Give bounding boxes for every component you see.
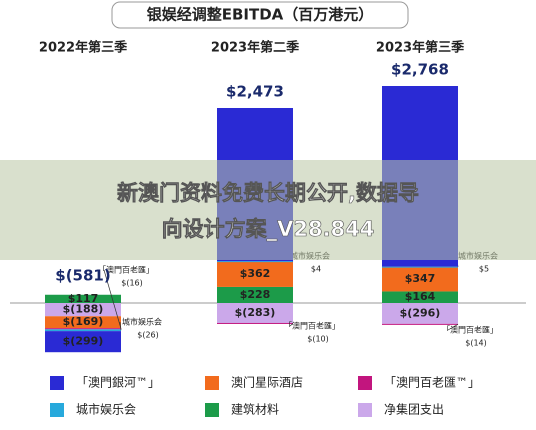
segment-label: $362 [240, 267, 271, 280]
callout-value: $(26) [137, 331, 159, 340]
bar-segment [382, 266, 458, 292]
callout-line [103, 269, 122, 329]
bar-segment [382, 303, 458, 324]
segment-label: $228 [240, 288, 271, 301]
total-label: $2,473 [226, 82, 284, 100]
bar-segment [45, 316, 121, 329]
category-header: 2023年第三季 [376, 40, 464, 56]
callout-value: $(16) [121, 279, 143, 288]
legend-swatch [50, 403, 64, 417]
watermark-band [0, 160, 536, 260]
callout-name: 「澳門百老匯」 [442, 325, 498, 335]
bar-segment [217, 303, 293, 323]
bar-segment [45, 329, 121, 332]
bar-segment [45, 303, 121, 317]
callout-name: 城市娱乐会 [122, 317, 162, 327]
legend-swatch [358, 376, 372, 390]
callout-line [447, 324, 459, 331]
callout-name: 「澳門百老匯」 [284, 321, 340, 331]
callout-line [289, 323, 294, 327]
title-box [111, 1, 409, 29]
segment-label: $(169) [63, 315, 104, 328]
callout-name: 「澳門百老匯」 [98, 265, 154, 275]
bar-segment [382, 291, 458, 303]
bar-segment [217, 261, 293, 287]
chart-title: 银娱经调整EBITDA（百万港元） [147, 6, 374, 24]
legend-swatch [358, 403, 372, 417]
watermark: 新澳门资料免费长期公开,数据导 [117, 181, 419, 205]
segment-label: $(188) [63, 303, 104, 316]
segment-label: $347 [405, 272, 436, 285]
category-header: 2023年第二季 [211, 40, 299, 56]
segment-label: $164 [405, 290, 436, 303]
callout-value: $4 [311, 265, 321, 274]
callout-value: $5 [479, 265, 489, 274]
callout-value: $(10) [307, 335, 329, 344]
bar-segment [45, 328, 121, 330]
segment-label: $(299) [63, 335, 104, 348]
callout-value: $(14) [465, 339, 487, 348]
category-header: 2022年第三季 [39, 40, 127, 56]
bar-segment [382, 266, 458, 268]
bar-segment [45, 294, 121, 303]
bar-segment [45, 331, 121, 353]
legend-swatch [205, 403, 219, 417]
legend-label: 城市娱乐会 [76, 402, 136, 417]
callout-line [119, 321, 122, 331]
total-label: $2,768 [391, 61, 449, 79]
segment-label: $(283) [235, 306, 276, 319]
total-label: $(581) [55, 267, 110, 285]
watermark: 向设计方案_V28.844 [162, 217, 375, 241]
legend-label: 澳门星际酒店 [231, 375, 303, 390]
bar-segment [217, 261, 293, 263]
bar-segment [217, 322, 293, 324]
legend-swatch [50, 376, 64, 390]
segment-label: $(296) [400, 306, 441, 319]
bar-segment [217, 286, 293, 303]
segment-label: $117 [68, 292, 99, 305]
legend-label: 「澳門百老匯™」 [384, 376, 480, 390]
legend-label: 「澳門銀河™」 [76, 376, 160, 390]
legend-label: 建筑材料 [231, 402, 279, 417]
legend-swatch [205, 376, 219, 390]
bar-segment [382, 323, 458, 325]
legend-label: 净集团支出 [384, 402, 444, 417]
